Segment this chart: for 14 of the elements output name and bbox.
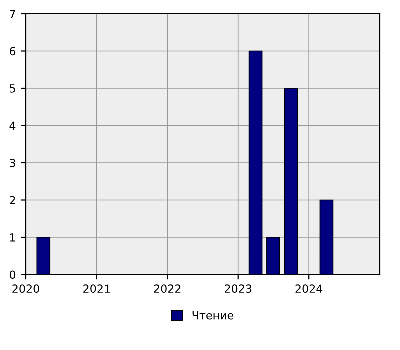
- x-tick-label: 2023: [225, 284, 252, 294]
- y-tick-label: 6: [10, 47, 16, 56]
- y-tick-label: 1: [10, 234, 16, 242]
- x-tick-label: 2022: [154, 284, 181, 294]
- y-tick-label: 0: [10, 270, 16, 280]
- x-tick-label: 2020: [12, 284, 40, 294]
- y-tick-label: 2: [10, 196, 16, 204]
- y-tick-label: 4: [10, 122, 16, 130]
- y-tick-label: 5: [10, 84, 16, 93]
- legend-label: Чтение: [192, 312, 234, 320]
- x-tick-label: 2021: [84, 284, 110, 294]
- y-tick-label: 3: [10, 158, 16, 168]
- y-tick-label: 7: [10, 10, 16, 18]
- x-tick-label: 2024: [296, 284, 323, 294]
